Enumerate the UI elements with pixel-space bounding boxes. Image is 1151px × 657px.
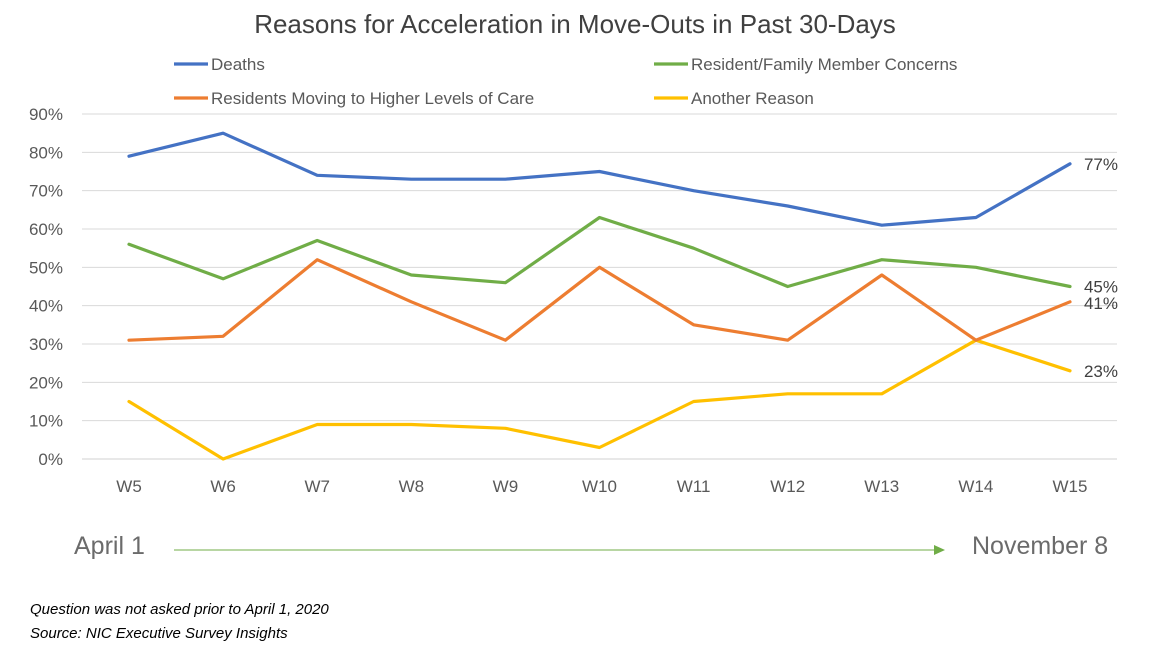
timeline-arrow bbox=[174, 545, 945, 555]
footnote-question: Question was not asked prior to April 1,… bbox=[30, 601, 329, 618]
legend-label: Resident/Family Member Concerns bbox=[691, 55, 957, 74]
y-tick-label: 0% bbox=[38, 450, 63, 469]
x-tick-label: W5 bbox=[116, 477, 142, 496]
end-data-label: 23% bbox=[1084, 362, 1118, 381]
x-tick-label: W15 bbox=[1052, 477, 1087, 496]
x-tick-label: W8 bbox=[399, 477, 425, 496]
legend-label: Another Reason bbox=[691, 89, 814, 108]
y-tick-label: 60% bbox=[29, 220, 63, 239]
x-tick-label: W9 bbox=[493, 477, 519, 496]
series-line bbox=[127, 258, 1072, 342]
legend-item: Resident/Family Member Concerns bbox=[654, 55, 957, 74]
x-tick-label: W11 bbox=[677, 477, 711, 496]
y-tick-label: 10% bbox=[29, 412, 63, 431]
legend-label: Deaths bbox=[211, 55, 265, 74]
series-line bbox=[127, 338, 1072, 461]
x-tick-label: W13 bbox=[864, 477, 899, 496]
y-tick-label: 70% bbox=[29, 182, 63, 201]
end-labels: 77% 45%41% 23% bbox=[1084, 155, 1118, 381]
timeline-end-label: November 8 bbox=[972, 532, 1109, 560]
footnote-source: Source: NIC Executive Survey Insights bbox=[30, 625, 288, 642]
y-tick-label: 90% bbox=[29, 105, 63, 124]
legend: Deaths Resident/Family Member Concerns Res… bbox=[174, 55, 957, 108]
x-tick-label: W7 bbox=[304, 477, 330, 496]
chart-title: Reasons for Acceleration in Move-Outs in… bbox=[254, 9, 896, 39]
y-tick-label: 80% bbox=[29, 143, 63, 162]
x-tick-label: W10 bbox=[582, 477, 617, 496]
y-axis: 0% 10% 20% 30% 40% 50% 60% 70% 80% 90% bbox=[29, 105, 63, 469]
x-tick-label: W6 bbox=[210, 477, 236, 496]
y-tick-label: 40% bbox=[29, 297, 63, 316]
timeline-start-label: April 1 bbox=[74, 532, 145, 560]
end-data-label: 41% bbox=[1084, 294, 1118, 313]
timeline-arrowhead bbox=[934, 545, 945, 555]
x-axis: W5 W6 W7 W8 W9 W10 W11 W12 W13 W14 W15 bbox=[116, 477, 1087, 496]
gridlines bbox=[82, 113, 1117, 460]
end-data-label: 77% bbox=[1084, 155, 1118, 174]
end-data-label: 45% bbox=[1084, 278, 1118, 297]
series-line bbox=[127, 215, 1072, 289]
series-group bbox=[127, 131, 1072, 461]
x-tick-label: W14 bbox=[958, 477, 993, 496]
x-tick-label: W12 bbox=[770, 477, 805, 496]
legend-label: Residents Moving to Higher Levels of Car… bbox=[211, 89, 534, 108]
legend-item: Another Reason bbox=[654, 89, 814, 108]
y-tick-label: 30% bbox=[29, 335, 63, 354]
series-line bbox=[127, 131, 1072, 227]
legend-item: Deaths bbox=[174, 55, 265, 74]
y-tick-label: 50% bbox=[29, 258, 63, 277]
y-tick-label: 20% bbox=[29, 373, 63, 392]
legend-item: Residents Moving to Higher Levels of Car… bbox=[174, 89, 534, 108]
